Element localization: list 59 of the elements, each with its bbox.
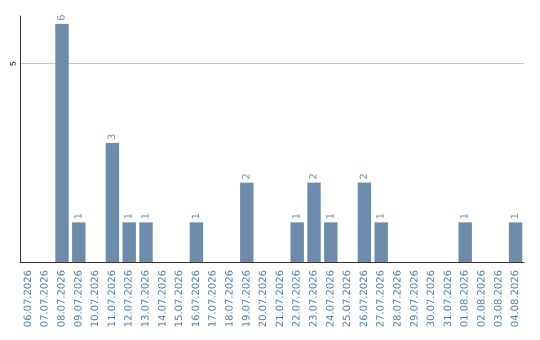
x-tick-label: 18.07.2026 xyxy=(224,270,236,328)
data-label: 1 xyxy=(292,212,303,220)
x-tick-label: 23.07.2026 xyxy=(308,270,320,328)
data-label: 2 xyxy=(308,173,320,180)
bar xyxy=(240,182,254,262)
x-tick-label: 28.07.2026 xyxy=(392,270,404,328)
data-label: 1 xyxy=(73,212,84,220)
data-label: 6 xyxy=(56,14,68,21)
x-tick-label: 26.07.2026 xyxy=(358,270,370,328)
bar xyxy=(55,24,69,262)
x-tick-label: 09.07.2026 xyxy=(73,270,84,328)
x-tick-label: 10.07.2026 xyxy=(90,270,102,328)
x-tick-label: 15.07.2026 xyxy=(174,270,186,328)
x-tick-label: 13.07.2026 xyxy=(140,270,152,328)
x-tick-label: 19.07.2026 xyxy=(241,270,252,328)
bar xyxy=(290,222,304,262)
x-tick-label: 25.07.2026 xyxy=(342,270,354,328)
y-tick-label: 5 xyxy=(8,60,18,66)
bar xyxy=(72,222,86,262)
data-label: 1 xyxy=(376,212,387,220)
x-tick-label: 21.07.2026 xyxy=(274,270,286,328)
x-tick-label: 04.08.2026 xyxy=(510,270,522,328)
x-tick-label: 07.07.2026 xyxy=(40,270,51,328)
x-tick-label: 31.07.2026 xyxy=(442,270,454,328)
x-tick-label: 27.07.2026 xyxy=(376,270,387,328)
x-tick-label: 24.07.2026 xyxy=(325,270,336,328)
data-label: 1 xyxy=(510,212,522,220)
bar xyxy=(458,222,472,262)
x-tick-label: 16.07.2026 xyxy=(190,270,202,328)
bar xyxy=(374,222,388,262)
x-tick-label: 08.07.2026 xyxy=(56,270,68,328)
data-label: 2 xyxy=(241,173,252,180)
data-label: 3 xyxy=(106,134,118,140)
data-label: 2 xyxy=(358,173,370,180)
x-tick-label: 03.08.2026 xyxy=(493,270,504,328)
data-label: 1 xyxy=(190,212,202,220)
bar xyxy=(190,222,204,262)
x-tick-label: 22.07.2026 xyxy=(292,270,303,328)
x-tick-label: 20.07.2026 xyxy=(258,270,270,328)
bar xyxy=(106,142,120,262)
bar xyxy=(139,222,153,262)
x-tick-label: 30.07.2026 xyxy=(426,270,438,328)
data-label: 1 xyxy=(140,212,152,220)
x-tick-label: 06.07.2026 xyxy=(22,270,34,328)
x-tick-label: 11.07.2026 xyxy=(106,270,118,328)
data-label: 1 xyxy=(460,212,471,220)
data-label: 1 xyxy=(124,212,135,220)
x-tick-label: 14.07.2026 xyxy=(157,270,168,328)
data-label: 1 xyxy=(325,212,336,220)
x-tick-label: 12.07.2026 xyxy=(124,270,135,328)
bar xyxy=(307,182,321,262)
x-tick-label: 02.08.2026 xyxy=(476,270,488,328)
bar xyxy=(508,222,522,262)
x-tick-label: 29.07.2026 xyxy=(409,270,420,328)
x-tick-label: 01.08.2026 xyxy=(460,270,471,328)
x-tick-label: 17.07.2026 xyxy=(208,270,219,328)
bar xyxy=(358,182,372,262)
bar xyxy=(122,222,136,262)
bar xyxy=(324,222,338,262)
